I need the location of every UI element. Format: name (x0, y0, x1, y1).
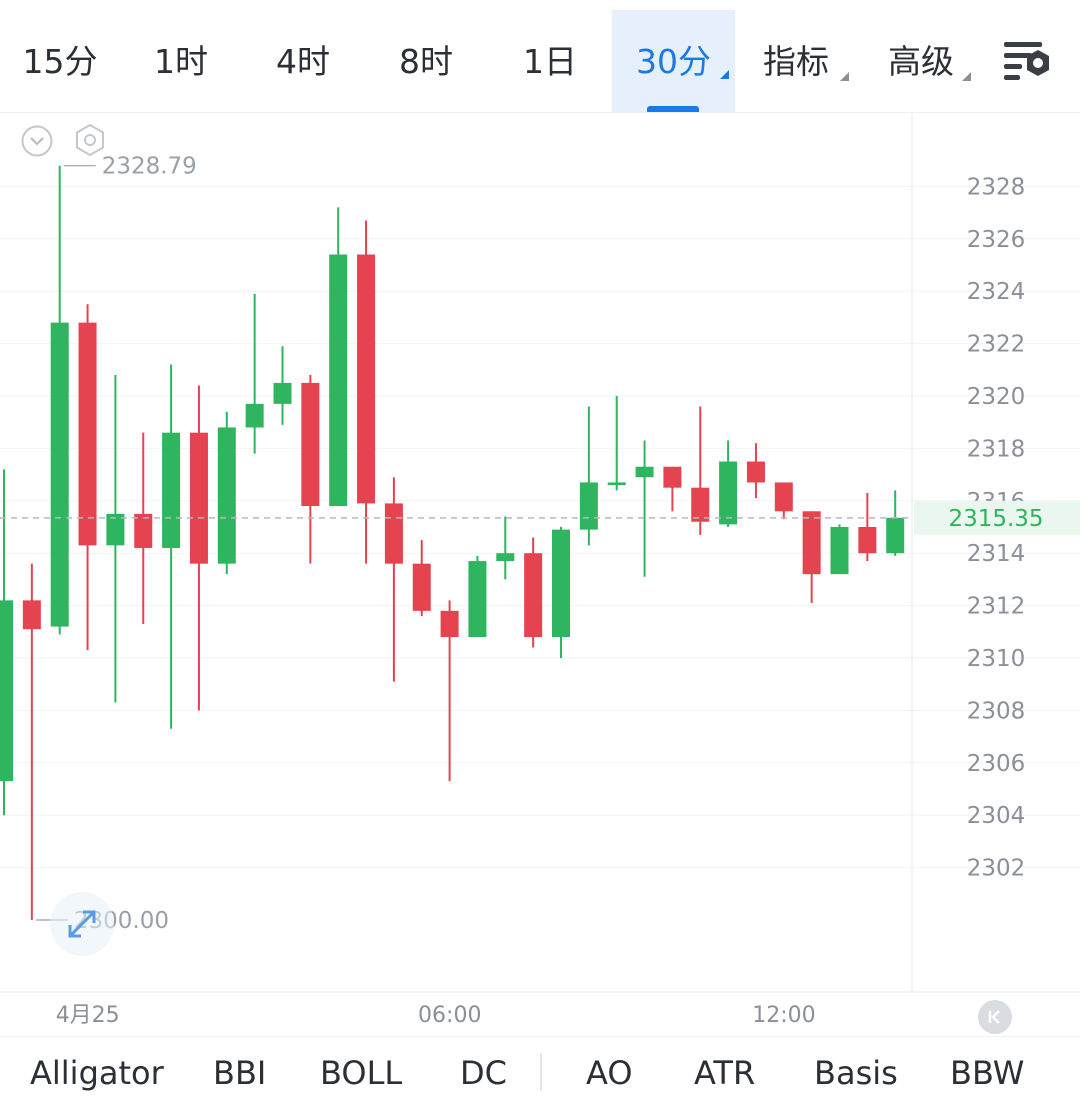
candle-body (134, 513, 153, 548)
indicator-alligator[interactable]: Alligator (30, 1054, 164, 1092)
candle-body (774, 482, 793, 512)
indicator-bbw[interactable]: BBW (950, 1054, 1025, 1092)
candle-body (273, 382, 292, 404)
dropdown-corner-icon (840, 72, 849, 81)
candlestick-chart: 2302230423062308231023122314231623182320… (0, 112, 1080, 1028)
y-tick-label: 2318 (967, 436, 1026, 462)
y-tick-label: 2310 (967, 646, 1026, 672)
candle-body (635, 466, 654, 478)
candle-body (78, 322, 97, 546)
timeframe-1h[interactable]: 1时 (154, 42, 208, 81)
timeframe-4h[interactable]: 4时 (276, 42, 330, 81)
hexagon-gear-icon[interactable] (72, 122, 108, 158)
x-tick-label: 12:00 (752, 1003, 815, 1028)
candle-body (496, 553, 515, 562)
candle-body (691, 487, 710, 522)
candle-body (830, 527, 849, 575)
indicator-ao[interactable]: AO (586, 1054, 633, 1092)
indicator-dc[interactable]: DC (460, 1054, 507, 1092)
y-tick-label: 2324 (967, 279, 1026, 305)
candle-body (217, 427, 236, 564)
indicator-bar: Alligator BBI BOLL DC AO ATR Basis BBW (0, 1036, 1080, 1097)
y-tick-label: 2302 (967, 856, 1026, 882)
active-tab-indicator (647, 106, 699, 112)
candle-body (412, 563, 431, 611)
candle-body (552, 529, 570, 638)
candle-body (886, 517, 905, 554)
candle-body (746, 461, 765, 483)
candle-body (663, 466, 682, 488)
indicators-menu[interactable]: 指标 (740, 10, 852, 112)
dropdown-corner-icon (962, 72, 971, 81)
candle-body (607, 482, 626, 486)
candle-body (50, 322, 69, 627)
candle-body (301, 382, 320, 507)
candle-body (0, 600, 13, 782)
candle-body (858, 527, 877, 554)
candle-body (22, 600, 41, 630)
chevron-down-circle-icon[interactable] (20, 124, 54, 158)
y-tick-label: 2304 (967, 803, 1026, 829)
indicator-divider (540, 1053, 542, 1091)
candle-body (384, 503, 403, 564)
indicator-atr[interactable]: ATR (694, 1054, 756, 1092)
y-tick-label: 2308 (967, 698, 1026, 724)
indicator-basis[interactable]: Basis (814, 1054, 898, 1092)
y-tick-label: 2314 (967, 541, 1026, 567)
candle-body (189, 432, 208, 564)
candle-body (245, 403, 264, 428)
y-tick-label: 2312 (967, 594, 1026, 620)
candle-body (357, 254, 376, 504)
advanced-menu[interactable]: 高级 (866, 10, 976, 112)
timeframe-toolbar: 15分 1时 4时 8时 1日 30分 指标 高级 (0, 0, 1080, 113)
high-marker-label: 2328.79 (102, 154, 197, 180)
chart-settings-icon[interactable] (1000, 38, 1056, 88)
y-tick-label: 2306 (967, 751, 1026, 777)
candle-body (162, 432, 181, 548)
double-chevron-left-icon[interactable] (978, 1000, 1012, 1034)
y-tick-label: 2322 (967, 332, 1026, 358)
indicator-bbi[interactable]: BBI (213, 1054, 267, 1092)
candle-body (579, 482, 598, 530)
expand-arrows-icon[interactable] (50, 892, 114, 956)
y-tick-label: 2326 (967, 227, 1026, 253)
last-price-label: 2315.35 (948, 506, 1043, 532)
candle-body (106, 513, 125, 546)
y-tick-label: 2328 (967, 174, 1026, 200)
candle-body (329, 254, 348, 507)
timeframe-30m[interactable]: 30分 (612, 10, 735, 112)
indicator-boll[interactable]: BOLL (320, 1054, 403, 1092)
timeframe-15m[interactable]: 15分 (22, 42, 98, 81)
candle-body (524, 553, 543, 638)
candle-body (802, 511, 821, 575)
x-tick-label: 4月25 (56, 1003, 120, 1028)
timeframe-1d[interactable]: 1日 (523, 42, 577, 81)
chart-area[interactable]: 2302230423062308231023122314231623182320… (0, 112, 1080, 1032)
last-price-tag (914, 500, 1080, 535)
timeframe-8h[interactable]: 8时 (399, 42, 453, 81)
x-tick-label: 06:00 (418, 1003, 481, 1028)
candle-body (719, 461, 738, 525)
candle-body (440, 610, 459, 638)
dropdown-corner-icon (720, 70, 729, 79)
y-tick-label: 2320 (967, 384, 1026, 410)
candle-body (468, 561, 487, 638)
